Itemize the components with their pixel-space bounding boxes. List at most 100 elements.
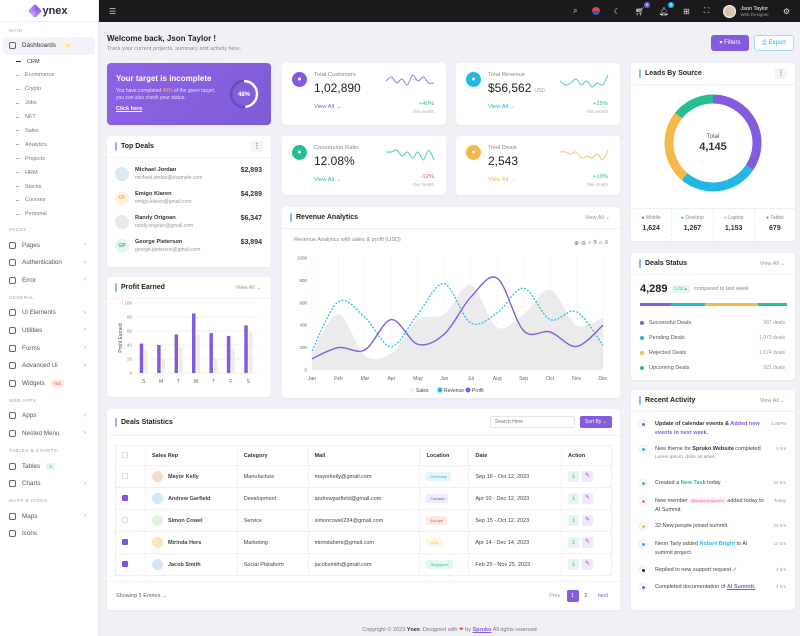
sidebar-item-maps[interactable]: Maps › bbox=[0, 507, 98, 525]
filters-button[interactable]: ▾ Filters bbox=[711, 35, 749, 51]
sidebar-subitem-projects[interactable]: Projects bbox=[0, 152, 98, 166]
sidebar-subitem-analytics[interactable]: Analytics bbox=[0, 138, 98, 152]
card-title: Recent Activity bbox=[645, 397, 696, 404]
sidebar-subitem-sales[interactable]: Sales bbox=[0, 124, 98, 138]
export-button[interactable]: ⎙ Export bbox=[754, 35, 794, 51]
sidebar-item-forms[interactable]: Forms › bbox=[0, 339, 98, 357]
chart-menu-icon[interactable]: ≡ bbox=[604, 240, 608, 246]
sidebar-subitem-personal[interactable]: Personal bbox=[0, 207, 98, 221]
y-tick-label: 200 bbox=[299, 345, 307, 350]
sidebar-section-label: WEB APPS bbox=[9, 398, 37, 404]
view-all-dropdown[interactable]: View All ⌄ bbox=[759, 260, 785, 267]
view-all-link[interactable]: View All → bbox=[314, 104, 342, 110]
deal-name: George Pieterson bbox=[135, 239, 183, 245]
apps-grid-icon[interactable]: ⊞ bbox=[683, 6, 690, 16]
fullscreen-icon[interactable]: ⛶ bbox=[703, 6, 710, 15]
sidebar-subitem-stocks[interactable]: Stocks bbox=[0, 180, 98, 194]
download-icon[interactable]: ⤓ bbox=[568, 493, 580, 504]
sidebar-subitem-ecommerce[interactable]: Ecommerce bbox=[0, 68, 98, 82]
magnifier-icon[interactable]: ⌕ bbox=[588, 240, 592, 246]
view-all-link[interactable]: View All → bbox=[488, 104, 516, 110]
sidebar-item-icons[interactable]: Icons bbox=[0, 525, 98, 543]
page-2-button[interactable]: 2 bbox=[584, 593, 588, 599]
sidebar-subitem-courses[interactable]: Courses bbox=[0, 194, 98, 208]
deal-row[interactable]: GP George Pieterson george.pieterson@gmail… bbox=[107, 234, 271, 258]
sidebar-subitem-crm[interactable]: CRM bbox=[0, 55, 98, 69]
sidebar-subitem-nft[interactable]: NFT bbox=[0, 110, 98, 124]
deal-name: Emigo Kiaren bbox=[135, 191, 172, 197]
user-menu[interactable]: Json Taylor Web Designer bbox=[723, 4, 769, 18]
view-all-dropdown[interactable]: View All ⌄ bbox=[235, 284, 261, 291]
search-icon[interactable]: ⌕ bbox=[573, 6, 578, 15]
row-checkbox[interactable] bbox=[122, 539, 128, 546]
sidebar-item-advanced-ui[interactable]: Advanced Ui › bbox=[0, 357, 98, 375]
row-checkbox[interactable] bbox=[122, 495, 128, 502]
view-all-link[interactable]: View All → bbox=[488, 177, 516, 183]
sidebar-item-error[interactable]: Error › bbox=[0, 271, 98, 289]
edit-pencil-icon[interactable]: ✎ bbox=[582, 537, 594, 548]
download-icon[interactable]: ⤓ bbox=[568, 515, 580, 526]
sales-rep-name: Mirinda Hers bbox=[167, 539, 202, 546]
more-options-icon[interactable]: ⋮ bbox=[775, 68, 787, 79]
sidebar-item-nested-menu[interactable]: Nested Menu › bbox=[0, 425, 98, 443]
deal-row[interactable]: Randy Origoan randy.origoan@gmail.com $6,3… bbox=[107, 210, 271, 234]
more-options-icon[interactable]: ⋮ bbox=[251, 141, 263, 152]
zoom-in-icon[interactable]: ⊕ bbox=[574, 241, 580, 247]
activity-item: Replied to new support request ✓ 4 hrs bbox=[631, 566, 795, 575]
sidebar-subitem-crypto[interactable]: Crypto bbox=[0, 82, 98, 96]
target-text: You have completed 48% of the given targ… bbox=[116, 88, 216, 101]
edit-pencil-icon[interactable]: ✎ bbox=[582, 515, 594, 526]
download-icon[interactable]: ⤓ bbox=[568, 537, 580, 548]
deal-row[interactable]: EK Emigo Kiaren emigo.kiaren@gmail.com $4,2… bbox=[107, 186, 271, 210]
view-all-dropdown[interactable]: View All ⌄ bbox=[584, 214, 610, 221]
sidebar-item-authentication[interactable]: Authentication › bbox=[0, 254, 98, 272]
edit-pencil-icon[interactable]: ✎ bbox=[582, 559, 594, 570]
sidebar-item-pages[interactable]: Pages › bbox=[0, 236, 98, 254]
moon-icon[interactable]: ☾ bbox=[613, 6, 621, 16]
search-input[interactable] bbox=[490, 416, 575, 428]
cart-icon[interactable]: 🛒︎ 5 bbox=[634, 1, 650, 16]
wave-icon: ● bbox=[292, 145, 307, 160]
view-all-link[interactable]: View All → bbox=[314, 177, 342, 183]
x-tick-label: Oct bbox=[546, 376, 554, 382]
stat-period: this month bbox=[413, 109, 434, 114]
sidebar-item-tables[interactable]: Tables 3 bbox=[0, 457, 98, 475]
spruko-link[interactable]: Spruko bbox=[472, 627, 492, 633]
logo[interactable]: ynex bbox=[0, 0, 98, 22]
edit-pencil-icon[interactable]: ✎ bbox=[582, 493, 594, 504]
pan-hand-icon[interactable]: ✋︎ bbox=[593, 240, 597, 246]
download-icon[interactable]: ⤓ bbox=[568, 559, 580, 570]
click-here-link[interactable]: Click here bbox=[116, 106, 143, 112]
edit-pencil-icon[interactable]: ✎ bbox=[582, 471, 594, 482]
sidebar-item-widgets[interactable]: Widgets Hot bbox=[0, 374, 98, 392]
sidebar-item-apps[interactable]: Apps › bbox=[0, 407, 98, 425]
row-checkbox[interactable] bbox=[122, 517, 128, 524]
gear-icon bbox=[9, 429, 16, 437]
sidebar-item-ui-elements[interactable]: Ui Elements › bbox=[0, 304, 98, 322]
legend-desktop: ● Desktop 1,267 bbox=[671, 209, 712, 241]
sort-by-button[interactable]: Sort By ⌄ bbox=[580, 416, 612, 428]
row-checkbox[interactable] bbox=[122, 473, 128, 480]
select-all-checkbox[interactable] bbox=[122, 452, 128, 459]
sidebar-item-charts[interactable]: Charts › bbox=[0, 475, 98, 493]
row-checkbox[interactable] bbox=[122, 561, 128, 568]
download-icon[interactable]: ⤓ bbox=[568, 471, 580, 482]
page-1-button[interactable]: 1 bbox=[566, 590, 579, 602]
sidebar-subitem-hrm[interactable]: HRM bbox=[0, 166, 98, 180]
next-page-button[interactable]: next bbox=[597, 593, 608, 599]
bell-icon[interactable]: 🔔︎ 5 bbox=[658, 1, 675, 16]
dash-icon bbox=[16, 102, 19, 104]
sidebar-item-utilities[interactable]: Utilities › bbox=[0, 322, 98, 340]
card-title: Revenue Analytics bbox=[296, 214, 358, 221]
settings-gear-icon[interactable]: ⚙ bbox=[782, 6, 790, 16]
reset-home-icon[interactable]: ⌂ bbox=[598, 240, 603, 246]
menu-toggle-icon[interactable]: ☰ bbox=[109, 6, 117, 16]
sidebar-subitem-jobs[interactable]: Jobs bbox=[0, 96, 98, 110]
prev-page-button[interactable]: Prev bbox=[549, 593, 561, 599]
flag-icon[interactable] bbox=[591, 7, 600, 15]
zoom-out-icon[interactable]: ⊖ bbox=[581, 241, 587, 247]
view-all-dropdown[interactable]: View All ⌄ bbox=[759, 397, 785, 404]
deal-row[interactable]: Michael Jordan michael.jordan@example.com… bbox=[107, 162, 271, 186]
location-badge: Singapore bbox=[426, 559, 453, 569]
sidebar-item-dashboards[interactable]: Dashboards 12 bbox=[3, 37, 95, 55]
